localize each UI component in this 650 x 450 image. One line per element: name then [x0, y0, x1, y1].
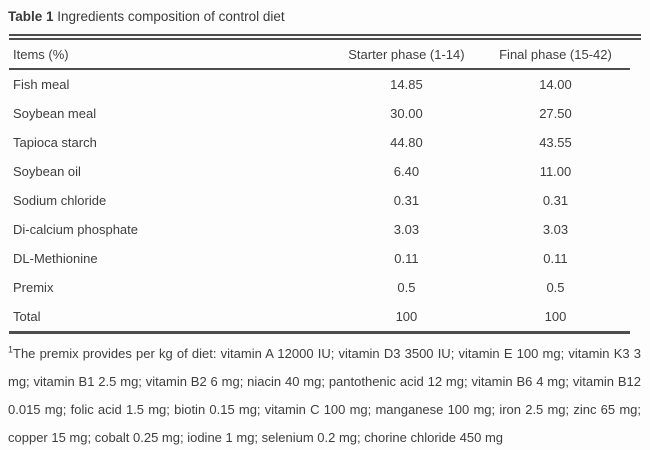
- table-row: DL-Methionine 0.11 0.11: [9, 244, 630, 273]
- table-row: Tapioca starch 44.80 43.55: [9, 128, 630, 157]
- cell-item: Premix: [13, 280, 54, 295]
- footnote-marker: 1: [8, 344, 14, 355]
- cell-starter-value: 6.40: [393, 164, 420, 179]
- cell-final-value: 0.5: [546, 280, 565, 295]
- footnote-text: The premix provides per kg of diet: vita…: [8, 346, 641, 445]
- table-row: Total 100 100: [9, 302, 630, 333]
- col-header-final-phase: Final phase (15-42): [480, 40, 630, 70]
- col-header-items: Items (%): [9, 40, 332, 70]
- table-caption-text: Ingredients composition of control diet: [53, 9, 285, 24]
- cell-item: Total: [13, 309, 41, 324]
- cell-item: Di-calcium phosphate: [13, 222, 139, 237]
- table-caption: Table 1 Ingredients composition of contr…: [8, 8, 650, 26]
- cell-starter-value: 44.80: [390, 135, 423, 150]
- cell-item: DL-Methionine: [13, 251, 98, 266]
- table-caption-label: Table 1: [8, 9, 54, 24]
- cell-starter-value: 3.03: [393, 222, 420, 237]
- cell-final-value: 0.31: [542, 193, 569, 208]
- table-row: Di-calcium phosphate 3.03 3.03: [9, 215, 630, 244]
- cell-final-value: 100: [544, 309, 567, 324]
- cell-final-value: 14.00: [539, 77, 572, 92]
- cell-item: Soybean oil: [13, 164, 81, 179]
- cell-item: Fish meal: [13, 77, 70, 92]
- cell-final-value: 3.03: [542, 222, 569, 237]
- document-page: Table 1 Ingredients composition of contr…: [0, 8, 650, 450]
- cell-starter-value: 14.85: [390, 77, 423, 92]
- cell-starter-value: 0.11: [394, 251, 419, 266]
- cell-item: Tapioca starch: [13, 135, 97, 150]
- table-row: Soybean oil 6.40 11.00: [9, 157, 630, 186]
- ingredients-table: Items (%) Starter phase (1-14) Final pha…: [9, 40, 630, 334]
- table-row: Fish meal 14.85 14.00: [9, 69, 630, 99]
- table-row: Sodium chloride 0.31 0.31: [9, 186, 630, 215]
- cell-item: Soybean meal: [13, 106, 97, 121]
- cell-starter-value: 0.5: [397, 280, 416, 295]
- cell-final-value: 43.55: [539, 135, 572, 150]
- cell-final-value: 11.00: [539, 164, 572, 179]
- cell-starter-value: 30.00: [390, 106, 423, 121]
- cell-starter-value: 100: [395, 309, 418, 324]
- table-header-row: Items (%) Starter phase (1-14) Final pha…: [9, 40, 630, 70]
- table-top-rule: [9, 34, 641, 40]
- cell-final-value: 27.50: [539, 106, 572, 121]
- table-row: Soybean meal 30.00 27.50: [9, 99, 630, 128]
- col-header-starter-phase: Starter phase (1-14): [331, 40, 481, 70]
- cell-final-value: 0.11: [543, 251, 568, 266]
- cell-starter-value: 0.31: [393, 193, 420, 208]
- table-footnote: 1The premix provides per kg of diet: vit…: [8, 340, 641, 450]
- table-row: Premix 0.5 0.5: [9, 273, 630, 302]
- cell-item: Sodium chloride: [13, 193, 107, 208]
